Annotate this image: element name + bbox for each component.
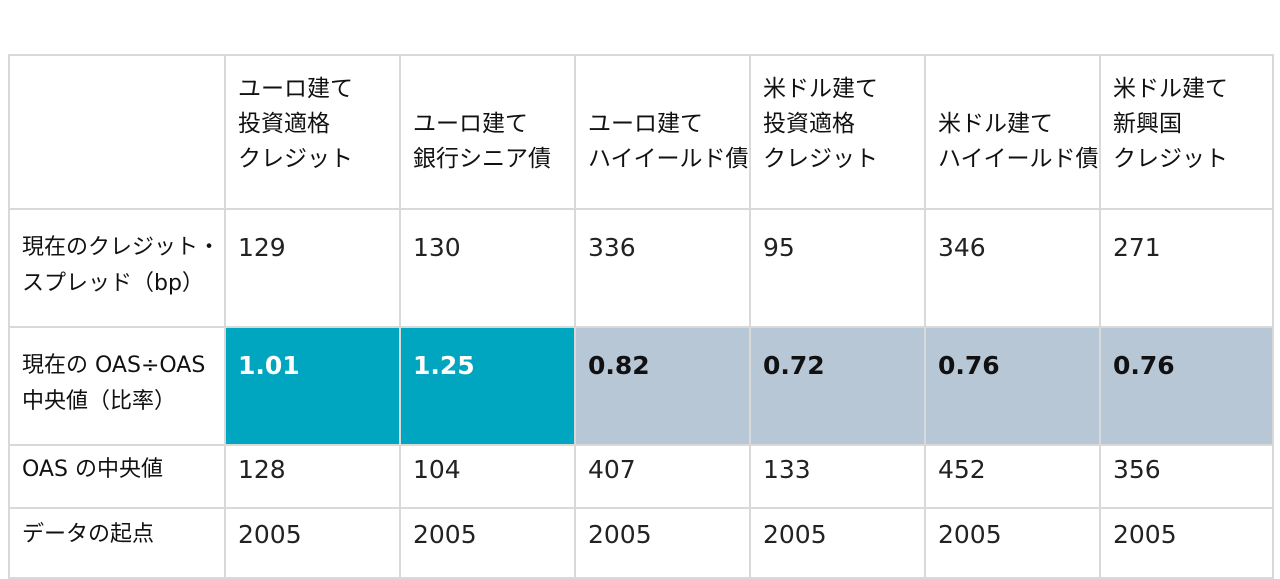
column-header-usd-em: 米ドル建て 新興国 クレジット [1099, 54, 1274, 210]
ratio-cell: 0.76 [1099, 326, 1274, 446]
table-cell: 2005 [1099, 507, 1274, 579]
row-label-oas-ratio: 現在の OAS÷OAS 中央値（比率） [8, 326, 226, 446]
ratio-cell: 0.82 [574, 326, 751, 446]
table-cell: 452 [924, 444, 1101, 509]
table-cell: 2005 [749, 507, 926, 579]
table-row-oas-median: OAS の中央値 128 104 407 133 452 356 [8, 444, 1274, 509]
column-header-usd-ig: 米ドル建て 投資適格 クレジット [749, 54, 926, 210]
table-cell: 129 [224, 208, 401, 328]
table-cell: 104 [399, 444, 576, 509]
table-row-data-start: データの起点 2005 2005 2005 2005 2005 2005 [8, 507, 1274, 579]
table-cell: 356 [1099, 444, 1274, 509]
table-cell: 2005 [399, 507, 576, 579]
table-cell: 128 [224, 444, 401, 509]
table-cell: 133 [749, 444, 926, 509]
ratio-cell: 0.76 [924, 326, 1101, 446]
corner-cell [8, 54, 226, 210]
column-header-eur-bank-senior: ユーロ建て 銀行シニア債 [399, 54, 576, 210]
table-cell: 336 [574, 208, 751, 328]
table-cell: 346 [924, 208, 1101, 328]
table-cell: 2005 [224, 507, 401, 579]
row-label-data-start: データの起点 [8, 507, 226, 579]
column-header-eur-hy: ユーロ建て ハイイールド債 [574, 54, 751, 210]
column-header-usd-hy: 米ドル建て ハイイールド債 [924, 54, 1101, 210]
table-cell: 2005 [924, 507, 1101, 579]
table-cell: 271 [1099, 208, 1274, 328]
table-cell: 2005 [574, 507, 751, 579]
ratio-cell-highlight: 1.25 [399, 326, 576, 446]
table-cell: 407 [574, 444, 751, 509]
header-row: ユーロ建て 投資適格 クレジット ユーロ建て 銀行シニア債 ユーロ建て ハイイー… [8, 54, 1274, 210]
table-row-oas-ratio: 現在の OAS÷OAS 中央値（比率） 1.01 1.25 0.82 0.72 … [8, 326, 1274, 446]
row-label-oas-median: OAS の中央値 [8, 444, 226, 509]
ratio-cell: 0.72 [749, 326, 926, 446]
ratio-cell-highlight: 1.01 [224, 326, 401, 446]
table-row-current-spread: 現在のクレジット・ スプレッド（bp） 129 130 336 95 346 2… [8, 208, 1274, 328]
table-cell: 130 [399, 208, 576, 328]
row-label-current-spread: 現在のクレジット・ スプレッド（bp） [8, 208, 226, 328]
table-cell: 95 [749, 208, 926, 328]
column-header-eur-ig: ユーロ建て 投資適格 クレジット [224, 54, 401, 210]
credit-spread-table: ユーロ建て 投資適格 クレジット ユーロ建て 銀行シニア債 ユーロ建て ハイイー… [8, 54, 1274, 579]
